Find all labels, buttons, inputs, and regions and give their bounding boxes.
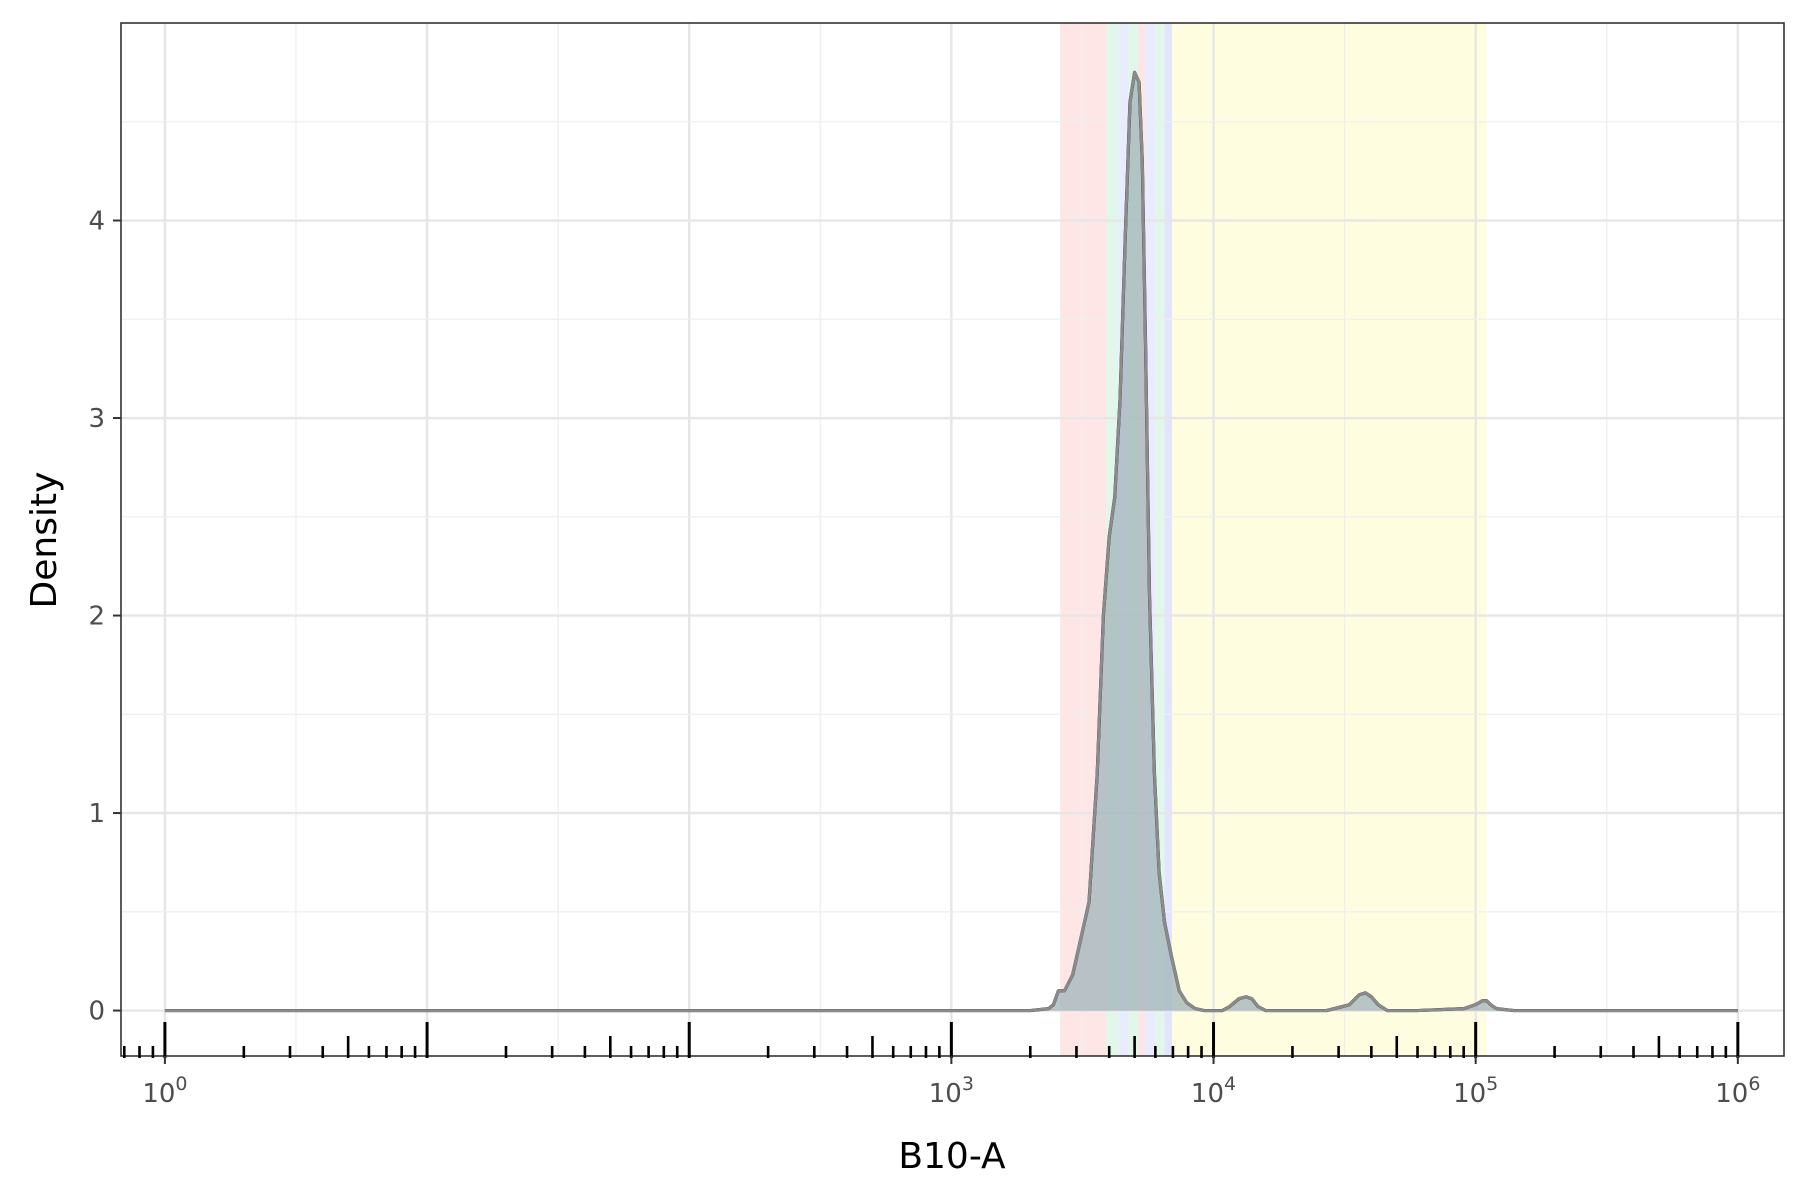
x-tick-label-4: 106 bbox=[1715, 1073, 1760, 1109]
gate-band-4 bbox=[1137, 23, 1146, 1056]
gate-band-6 bbox=[1155, 23, 1165, 1056]
y-tick-label-4: 4 bbox=[88, 207, 105, 237]
y-tick-label-3: 3 bbox=[88, 404, 105, 434]
y-tick-label-1: 1 bbox=[88, 799, 105, 829]
gate-band-0 bbox=[1060, 23, 1107, 1056]
x-axis-title: B10-A bbox=[898, 1136, 1006, 1177]
y-tick-label-0: 0 bbox=[88, 997, 105, 1027]
gate-band-5 bbox=[1145, 23, 1156, 1056]
y-axis-title: Density bbox=[24, 472, 65, 609]
x-tick-label-1: 103 bbox=[929, 1073, 974, 1109]
gate-band-1 bbox=[1106, 23, 1119, 1056]
x-tick-label-3: 105 bbox=[1453, 1073, 1498, 1109]
x-tick-label-0: 100 bbox=[142, 1073, 187, 1109]
x-tick-label-2: 104 bbox=[1191, 1073, 1236, 1109]
log-tick-rug bbox=[123, 1022, 1740, 1058]
x-axis: 100 103 104 105 106 bbox=[142, 1056, 1760, 1109]
density-line-overlay bbox=[164, 70, 1738, 1013]
gate-bands bbox=[1060, 23, 1487, 1056]
y-tick-label-2: 2 bbox=[88, 602, 105, 632]
gate-band-7 bbox=[1164, 23, 1173, 1056]
gate-band-2 bbox=[1118, 23, 1129, 1056]
gate-band-8 bbox=[1172, 23, 1487, 1056]
y-axis: 0 1 2 3 4 bbox=[88, 207, 121, 1027]
density-curves bbox=[164, 70, 1738, 1013]
gate-band-3 bbox=[1128, 23, 1138, 1056]
